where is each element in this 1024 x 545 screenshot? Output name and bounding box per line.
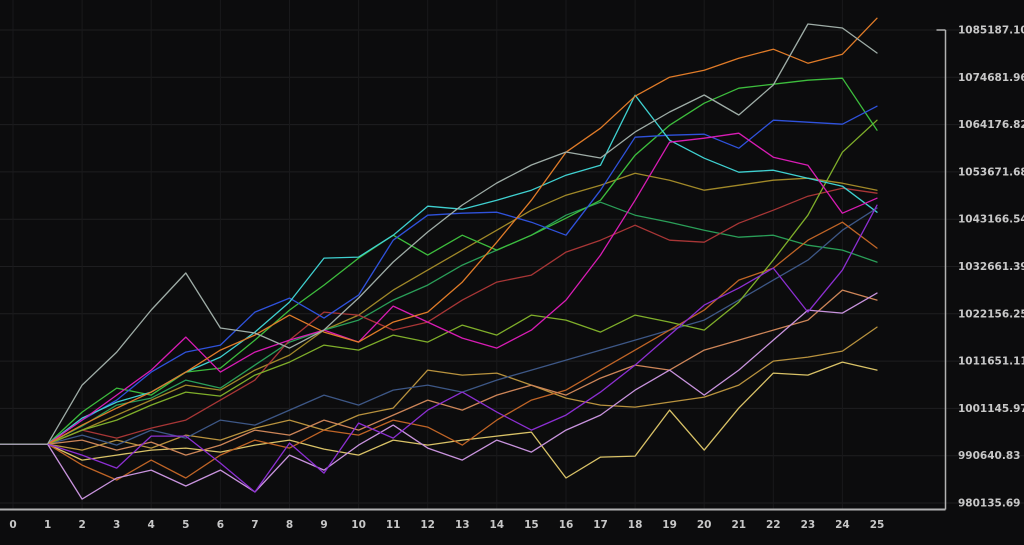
x-axis-label: 15	[524, 519, 539, 531]
x-axis-label: 6	[217, 519, 224, 531]
series-line-steelblue[interactable]	[0, 207, 878, 446]
series-line-brown[interactable]	[0, 221, 878, 481]
y-axis-label: 1043166.54	[958, 214, 1024, 226]
series-line-olive[interactable]	[0, 172, 878, 445]
series-line-purple[interactable]	[0, 204, 878, 493]
series-line-green[interactable]	[0, 77, 878, 445]
series-line-magenta[interactable]	[0, 132, 878, 445]
x-axis-label: 19	[662, 519, 677, 531]
grid-horizontal	[0, 29, 1024, 504]
x-axis-label: 14	[489, 519, 504, 531]
x-axis-label: 17	[593, 519, 608, 531]
y-axis-label: 1074681.96	[958, 72, 1024, 84]
x-axis-label: 4	[148, 519, 155, 531]
x-axis-label: 20	[697, 519, 712, 531]
y-axis-labels: 1085187.10 1074681.96 1064176.82 1053671.68…	[958, 25, 1024, 510]
series-lines	[0, 17, 878, 500]
series-line-blue[interactable]	[0, 105, 878, 445]
y-axis-label: 1064176.82	[958, 119, 1024, 131]
series-line-tan[interactable]	[0, 326, 878, 451]
y-axis-label: 990640.83	[958, 450, 1020, 462]
series-line-silver[interactable]	[0, 23, 878, 445]
x-axis-label: 5	[182, 519, 189, 531]
x-axis-label: 11	[386, 519, 401, 531]
x-axis-label: 3	[113, 519, 120, 531]
x-axis-labels: 0 1 2 3 4 5 6 7 8 9 10 11 12 13 14 15 16 17 18 19 20 21 22 23 24…	[9, 519, 884, 531]
x-axis-label: 0	[9, 519, 16, 531]
series-line-darkred[interactable]	[0, 187, 878, 445]
x-axis-label: 18	[628, 519, 643, 531]
series-line-chartreuse[interactable]	[0, 119, 878, 445]
x-axis-label: 1	[44, 519, 51, 531]
x-axis-label: 25	[870, 519, 885, 531]
x-axis-label: 8	[286, 519, 293, 531]
x-axis-label: 12	[420, 519, 435, 531]
x-axis-label: 22	[766, 519, 781, 531]
y-axis-label: 1011651.11	[958, 356, 1024, 368]
series-line-gold[interactable]	[0, 361, 878, 479]
x-axis-label: 2	[78, 519, 85, 531]
x-axis-label: 7	[251, 519, 258, 531]
x-axis-label: 23	[801, 519, 816, 531]
x-axis-label: 9	[320, 519, 327, 531]
y-axis-label: 1032661.39	[958, 261, 1024, 273]
x-axis-label: 24	[835, 519, 850, 531]
x-axis-label: 16	[559, 519, 574, 531]
series-line-salmon[interactable]	[0, 289, 878, 456]
series-line-cyan[interactable]	[0, 94, 878, 445]
y-axis-label: 980135.69	[958, 498, 1020, 510]
y-axis-label: 1022156.25	[958, 308, 1024, 320]
y-axis-label: 1085187.10	[958, 25, 1024, 37]
y-axis-label: 1053671.68	[958, 166, 1024, 178]
x-axis-label: 10	[351, 519, 366, 531]
x-axis-label: 13	[455, 519, 470, 531]
series-line-plum[interactable]	[0, 292, 878, 500]
series-line-orange[interactable]	[0, 17, 878, 445]
x-axis-label: 21	[731, 519, 746, 531]
series-line-seagreen[interactable]	[0, 201, 878, 445]
y-axis-label: 1001145.97	[958, 403, 1024, 415]
